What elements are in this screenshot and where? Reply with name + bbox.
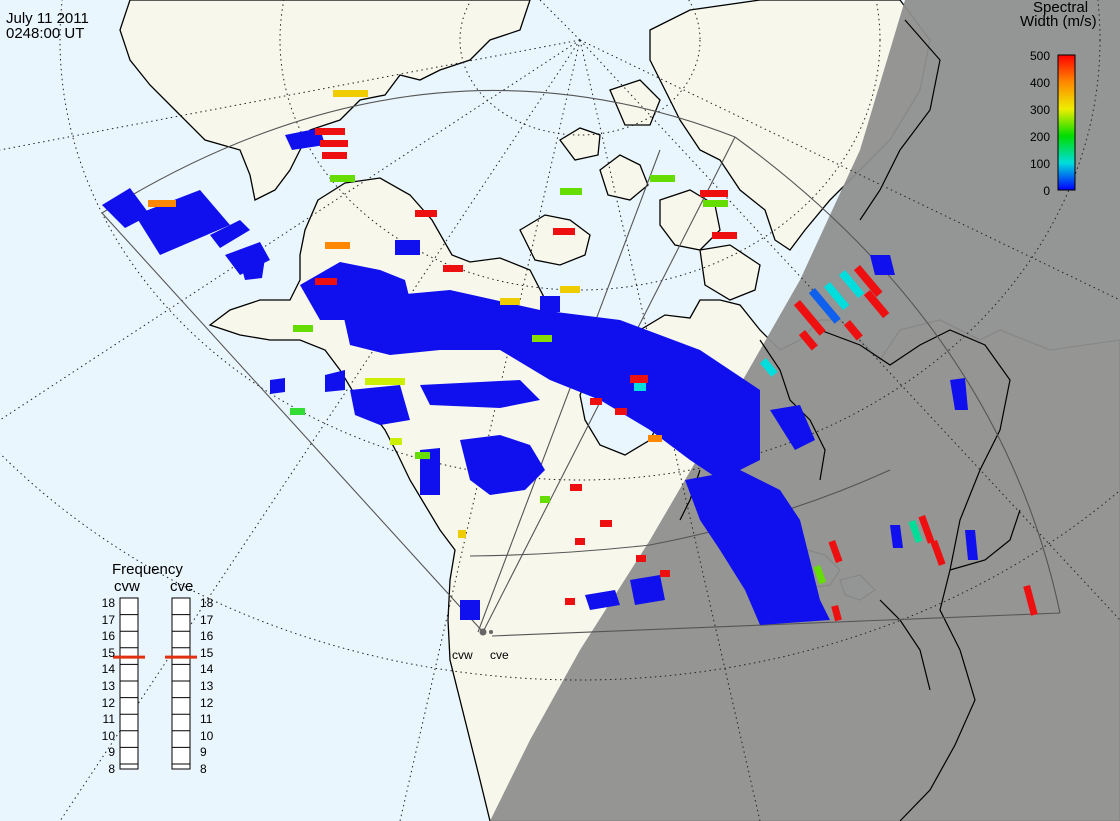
site-cvw-marker — [479, 628, 487, 636]
arctic-island-3 — [559, 127, 601, 161]
arctic-island-1 — [519, 214, 591, 266]
frequency-tick-right: 12 — [200, 695, 214, 710]
colorbar-tick-label: 0 — [1043, 184, 1050, 198]
frequency-tick-right: 17 — [200, 612, 214, 627]
colorbar-title-line2: Width (m/s) — [1020, 13, 1097, 30]
date-label: July 11 2011 — [6, 10, 89, 27]
frequency-tick-right: 9 — [200, 745, 207, 760]
colorbar-tick-label: 100 — [1029, 157, 1050, 171]
frequency-tick-right: 8 — [200, 762, 207, 776]
frequency-tick-left: 8 — [108, 762, 115, 776]
frequency-tick-right: 13 — [200, 679, 214, 693]
frequency-tick-left: 17 — [101, 612, 115, 627]
time-label: 0248:00 UT — [6, 25, 85, 42]
frequency-tick-right: 15 — [200, 645, 214, 660]
arctic-island-5 — [609, 79, 661, 126]
frequency-tick-left: 15 — [101, 645, 115, 660]
backscatter-echoes — [102, 90, 1038, 625]
frequency-radar-b-label: cve — [170, 578, 194, 595]
frequency-tick-left: 9 — [108, 745, 115, 760]
arctic-island-6 — [699, 244, 761, 301]
frequency-tick-right: 14 — [200, 662, 214, 677]
site-cve-marker — [489, 630, 493, 634]
colorbar-tick-label: 400 — [1029, 76, 1050, 90]
frequency-radar-a-label: cvw — [114, 578, 140, 595]
frequency-tick-right: 16 — [200, 629, 214, 644]
colorbar-title-line1: Spectral — [1033, 0, 1089, 16]
frequency-tick-left: 14 — [101, 662, 115, 677]
frequency-tick-left: 11 — [102, 712, 115, 727]
frequency-tick-right: 18 — [200, 596, 214, 610]
frequency-tick-left: 13 — [101, 679, 115, 693]
site-label-cvw: cvw — [452, 648, 473, 662]
night-coastlines — [679, 19, 1021, 821]
frequency-tick-right: 10 — [200, 728, 214, 743]
night-region — [490, 0, 1120, 821]
arctic-island-2 — [599, 154, 649, 201]
colorbar-scale — [1057, 54, 1076, 191]
frequency-tick-left: 10 — [101, 728, 115, 743]
frequency-tick-right: 11 — [200, 712, 213, 727]
site-label-cve: cve — [490, 648, 509, 662]
frequency-title: Frequency — [112, 561, 183, 578]
colorbar-tick-label: 300 — [1029, 103, 1050, 117]
frequency-tick-left: 12 — [101, 695, 115, 710]
frequency-tick-left: 16 — [101, 629, 115, 644]
frequency-tick-left: 18 — [101, 596, 115, 610]
colorbar-tick-label: 200 — [1029, 130, 1050, 144]
colorbar-tick-label: 500 — [1029, 49, 1050, 63]
frequency-gauges — [119, 597, 191, 770]
